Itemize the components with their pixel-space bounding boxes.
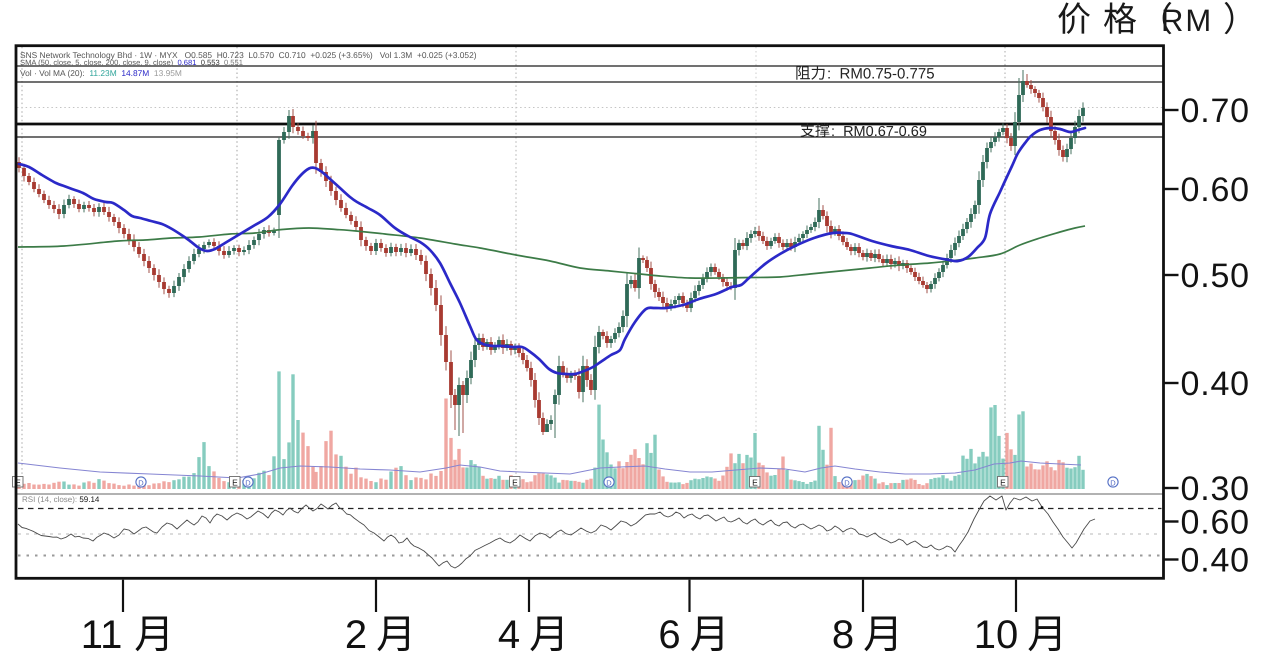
svg-text:: RM0.67-0.69: : RM0.67-0.69 <box>831 124 927 140</box>
svg-text:RSI (14, close): 59.14: RSI (14, close): 59.14 <box>22 495 100 504</box>
svg-text:E: E <box>512 478 518 488</box>
svg-text:0.50: 0.50 <box>1181 257 1250 295</box>
svg-text:0.30: 0.30 <box>1181 470 1250 508</box>
svg-text:RM: RM <box>1161 3 1213 38</box>
svg-text:10: 10 <box>974 613 1019 657</box>
svg-text:: RM0.75-0.775: : RM0.75-0.775 <box>827 66 935 83</box>
svg-text:6: 6 <box>658 613 680 657</box>
svg-text:2: 2 <box>345 613 367 657</box>
svg-text:SMA (50, close, 5, close, 200,: SMA (50, close, 5, close, 200, close, 9,… <box>20 58 243 67</box>
svg-text:0.60: 0.60 <box>1181 171 1250 209</box>
svg-text:E: E <box>15 478 21 488</box>
svg-text:0.40: 0.40 <box>1181 542 1250 580</box>
svg-text:8: 8 <box>832 613 854 657</box>
svg-text:Vol · Vol MA (20): 11.23M 14: Vol · Vol MA (20): 11.23M 14.87M 13.95M <box>20 68 182 78</box>
svg-text:D: D <box>1110 478 1116 487</box>
svg-text:0.60: 0.60 <box>1181 504 1250 542</box>
svg-text:SNS Network Technology Bhd · 1: SNS Network Technology Bhd · 1W · MYX O0… <box>20 50 477 60</box>
svg-text:0.70: 0.70 <box>1181 92 1250 130</box>
svg-text:11: 11 <box>81 613 123 657</box>
svg-text:D: D <box>245 478 251 487</box>
svg-text:D: D <box>138 478 144 487</box>
svg-text:D: D <box>844 478 850 487</box>
svg-text:E: E <box>232 478 238 488</box>
svg-text:E: E <box>1000 478 1006 488</box>
svg-text:D: D <box>606 478 612 487</box>
svg-text:4: 4 <box>498 613 520 657</box>
svg-text:0.40: 0.40 <box>1181 365 1250 403</box>
svg-text:E: E <box>752 478 758 488</box>
